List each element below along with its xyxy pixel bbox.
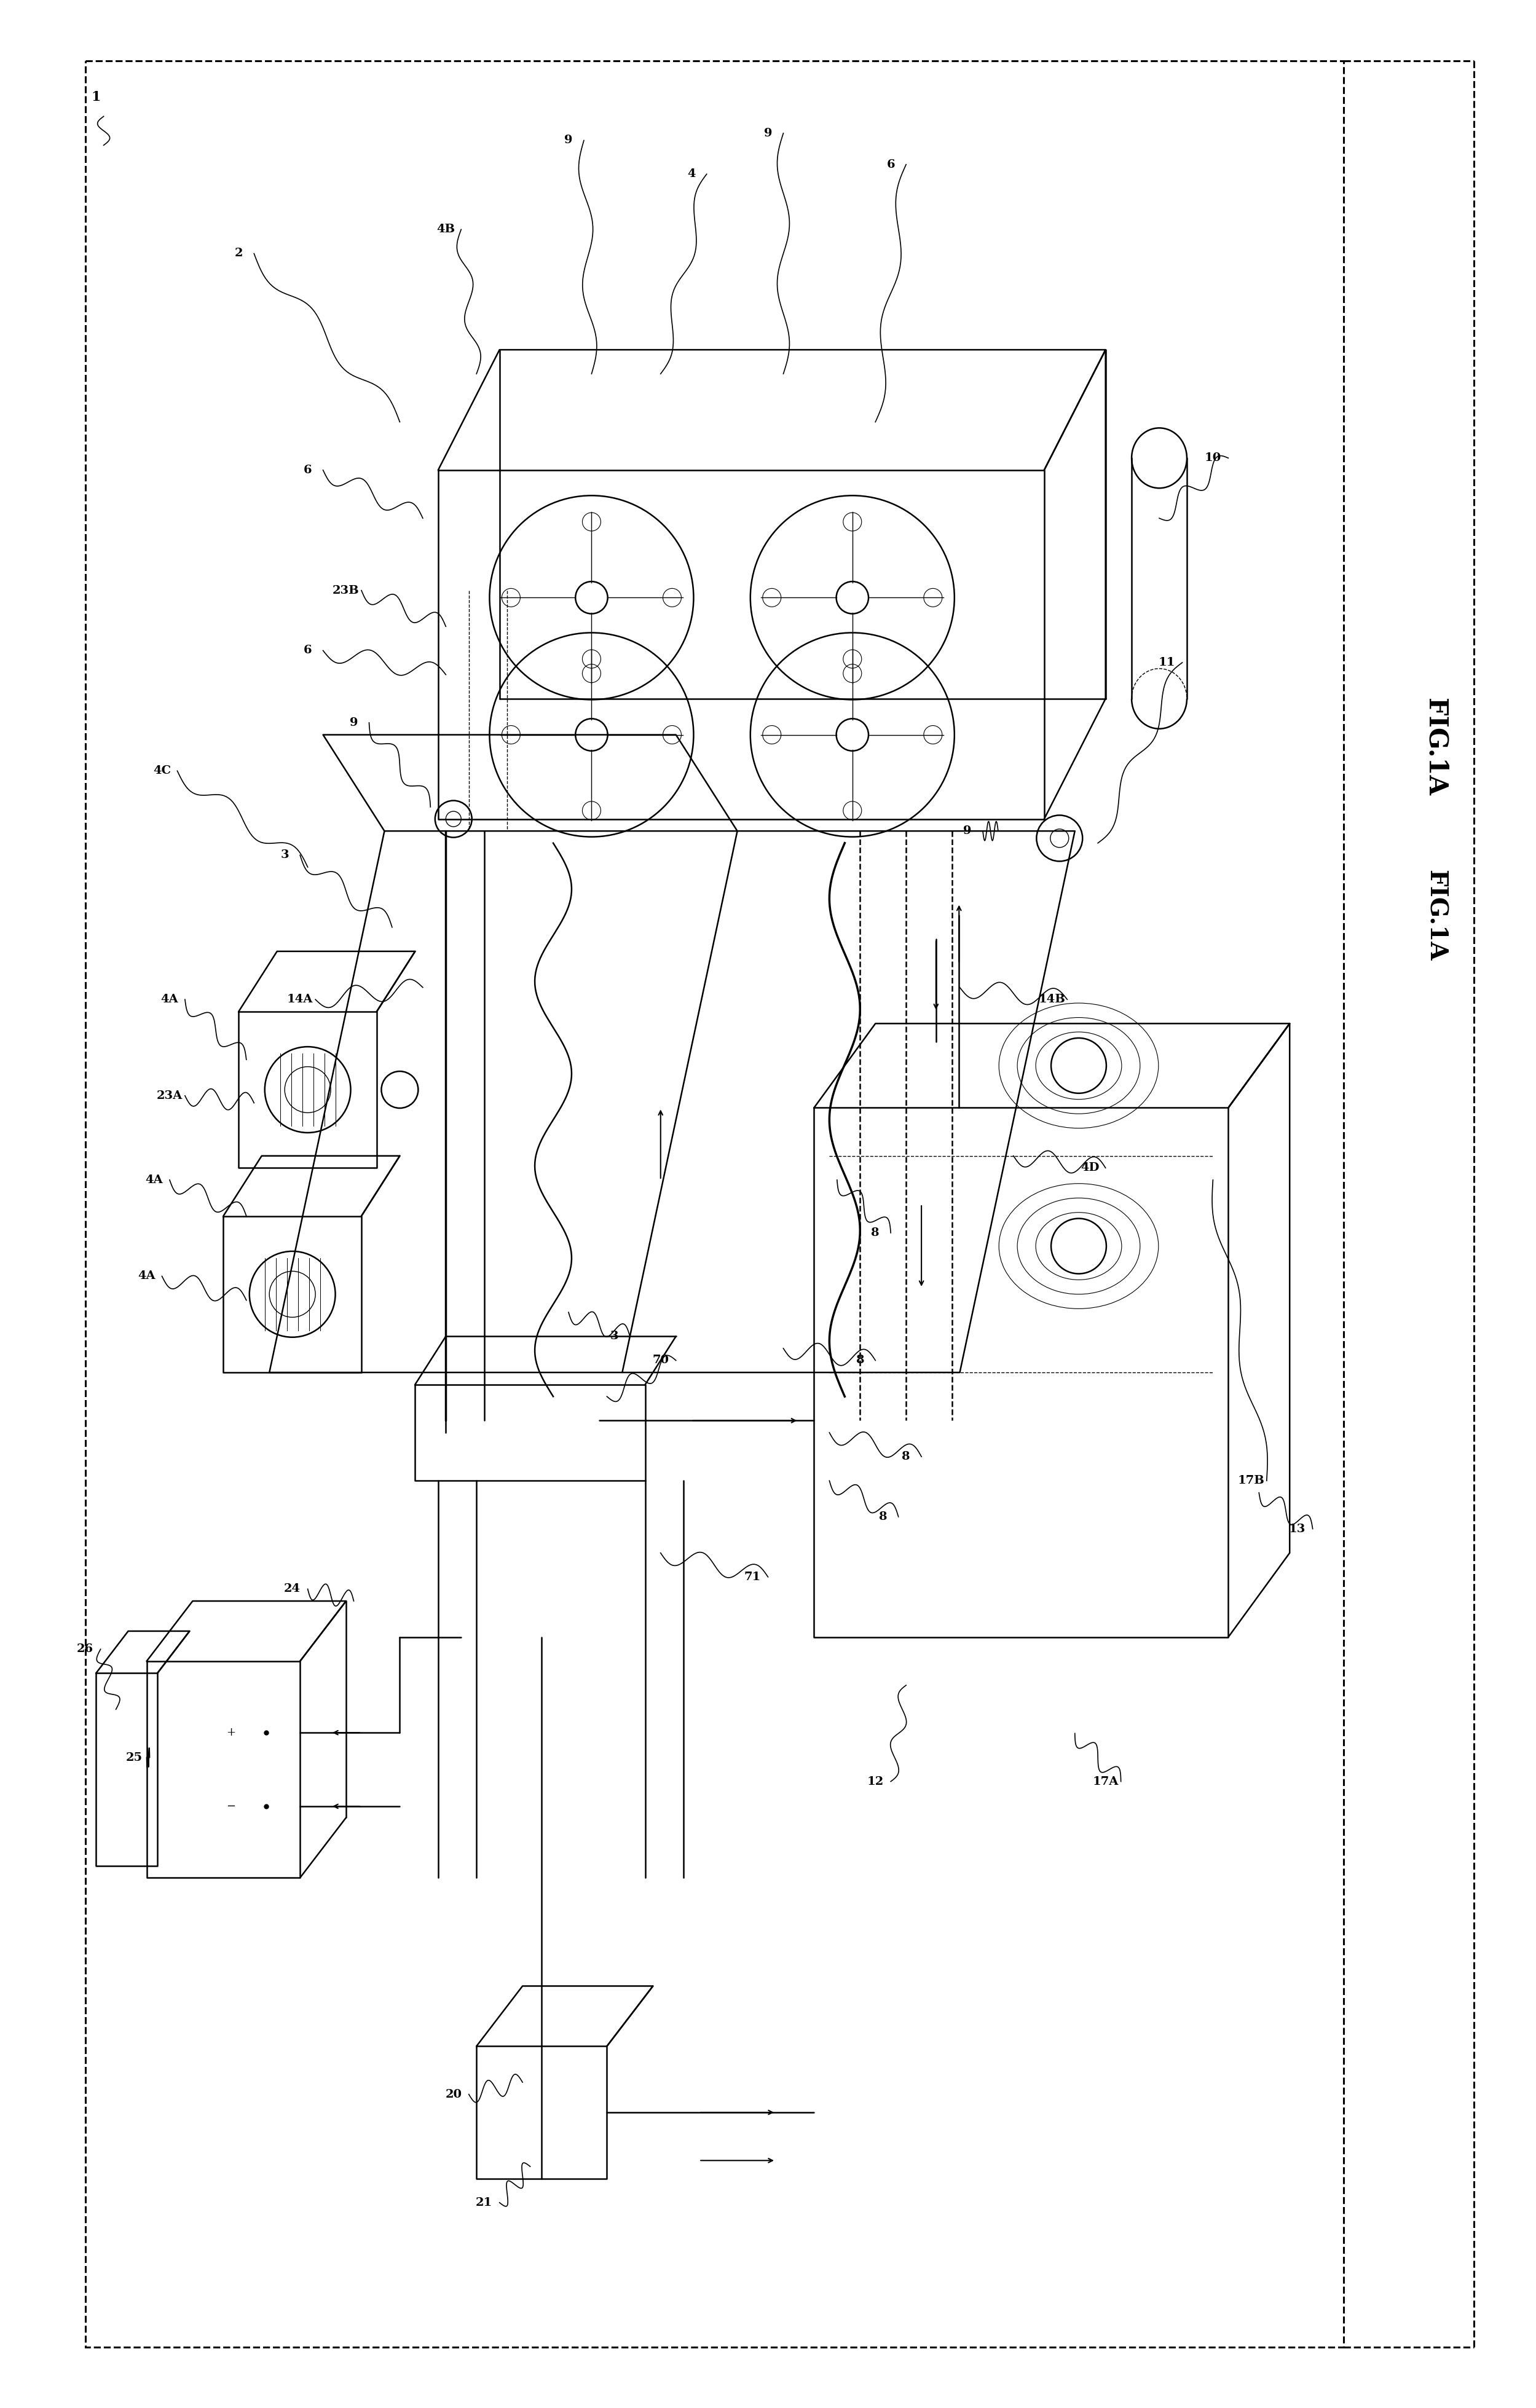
Bar [84,60,1344,2348]
Text: FIG.1A: FIG.1A [1422,698,1448,795]
Text: 4A: 4A [138,1271,155,1281]
Text: +: + [226,1727,235,1739]
Text: 24: 24 [284,1584,301,1594]
Text: 3: 3 [281,850,289,860]
Text: 26: 26 [77,1645,94,1654]
Text: 8: 8 [871,1228,880,1238]
Text: 9: 9 [763,128,773,140]
Text: 4D: 4D [1081,1163,1100,1173]
Text: 4A: 4A [146,1175,163,1185]
Text: 21: 21 [476,2196,493,2208]
Text: 8: 8 [902,1452,911,1462]
Text: 4: 4 [687,169,696,181]
Text: 1: 1 [91,92,101,104]
Text: 9: 9 [350,718,358,727]
Text: 17B: 17B [1238,1476,1264,1486]
Text: 8: 8 [856,1356,865,1365]
Text: 25: 25 [126,1753,143,1763]
Text: 8: 8 [879,1512,888,1522]
Text: 4A: 4A [161,995,178,1004]
Text: 6: 6 [886,159,895,171]
Text: 23B: 23B [333,585,359,595]
Text: 6: 6 [304,465,312,477]
Text: −: − [226,1801,235,1811]
Text: 70: 70 [653,1356,668,1365]
Text: 11: 11 [1158,657,1175,667]
Text: 23A: 23A [157,1091,183,1100]
Text: 9: 9 [564,135,573,147]
Text: 71: 71 [745,1572,760,1582]
Text: 14A: 14A [287,995,313,1004]
Text: 4C: 4C [154,766,170,775]
Text: 14B: 14B [1038,995,1066,1004]
Text: 10: 10 [1204,453,1221,465]
Text: 12: 12 [866,1777,883,1787]
Text: 4B: 4B [436,224,455,236]
Text: 17A: 17A [1092,1777,1118,1787]
Text: 6: 6 [304,645,312,655]
Text: 2: 2 [235,248,243,260]
Circle shape [1051,1038,1106,1093]
Text: 3: 3 [610,1332,619,1341]
Text: FIG.1A: FIG.1A [1424,869,1447,961]
Text: 9: 9 [963,826,972,836]
Text: 20: 20 [445,2088,462,2100]
Circle shape [1051,1218,1106,1274]
Text: 13: 13 [1289,1524,1306,1534]
